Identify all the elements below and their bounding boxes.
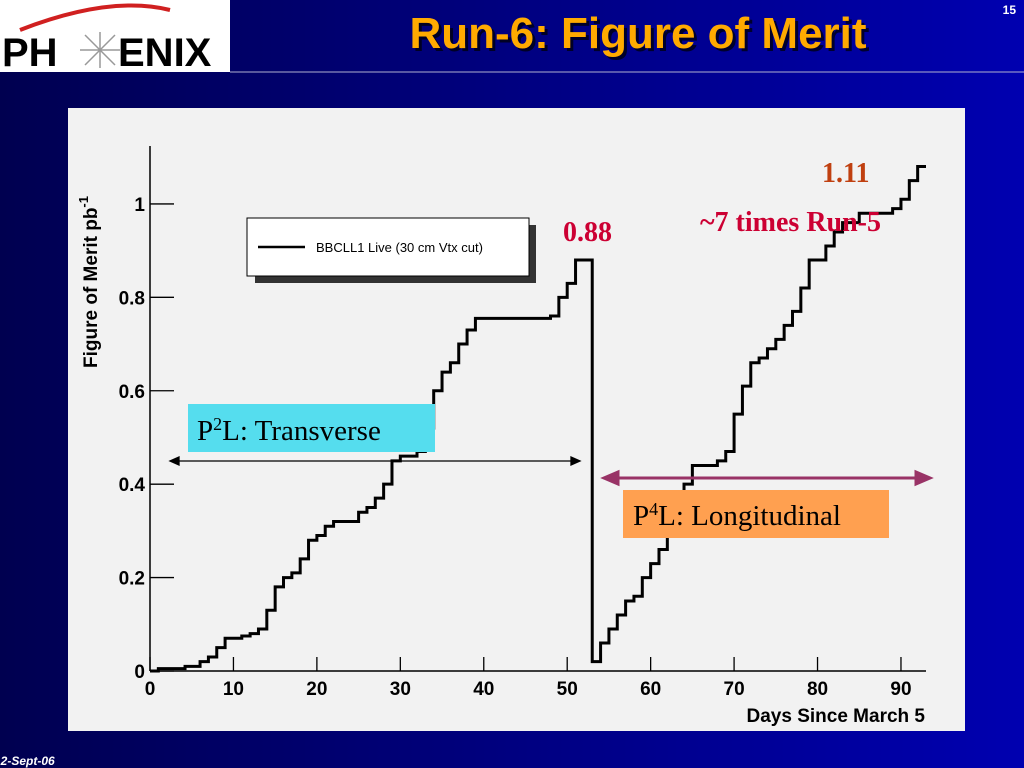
plot: 0 10 20 30 40 50 60 70 80 90 0 0.2 0.4 0.6 0.8 1 <box>119 165 926 700</box>
logo-left: PH <box>2 31 58 75</box>
y-axis-label: Figure of Merit pb-1 <box>76 196 102 368</box>
date: 12-Sept-06 <box>0 754 55 768</box>
longitudinal-pre: P <box>633 500 649 532</box>
transverse-label: P2L: Transverse <box>197 414 381 447</box>
logo-star <box>80 32 120 68</box>
ratio-annotation: ~7 times Run-5 <box>700 207 881 238</box>
title-shadow: Run-6: Figure of Merit <box>412 12 869 61</box>
transverse-arrow <box>168 455 582 467</box>
y-tick-label: 0 <box>134 662 145 683</box>
transverse-box <box>188 404 435 452</box>
longitudinal-arrow <box>600 469 934 487</box>
x-tick-label: 70 <box>724 679 745 700</box>
transverse-sup: 2 <box>213 414 222 434</box>
y-axis-label-text: Figure of Merit pb <box>81 208 102 368</box>
chart-title: Run-6: Figure of Merit <box>409 9 866 58</box>
x-tick-label: 80 <box>807 679 828 700</box>
x-axis-label: Days Since March 5 <box>747 706 926 727</box>
x-tick-label: 90 <box>890 679 911 700</box>
y-tick-label: 0.4 <box>119 475 146 496</box>
longitudinal-sup: 4 <box>649 499 658 519</box>
x-tick-label: 30 <box>390 679 411 700</box>
transverse-pre: P <box>197 415 213 447</box>
y-tick-label: 0.8 <box>119 288 145 309</box>
x-tick-label: 0 <box>145 679 156 700</box>
page-number: 15 <box>1003 3 1017 17</box>
series-line <box>150 165 926 673</box>
y-tick-label: 0.2 <box>119 569 145 590</box>
x-tick-label: 40 <box>473 679 494 700</box>
x-tick-label: 50 <box>557 679 578 700</box>
x-tick-label: 10 <box>223 679 244 700</box>
y-tick-label: 0.6 <box>119 382 145 403</box>
logo-arc <box>19 3 171 32</box>
transverse-post: L: Transverse <box>222 415 381 447</box>
longitudinal-label: P4L: Longitudinal <box>633 499 841 532</box>
longitudinal-post: L: Longitudinal <box>658 500 841 532</box>
final-annotation: 1.11 <box>822 158 869 189</box>
y-axis-label-sup: -1 <box>76 196 91 208</box>
legend-label: BBCLL1 Live (30 cm Vtx cut) <box>316 240 483 255</box>
longitudinal-box <box>623 490 889 538</box>
x-tick-label: 60 <box>640 679 661 700</box>
logo-right: ENIX <box>118 31 212 75</box>
x-tick-label: 20 <box>306 679 327 700</box>
y-tick-label: 1 <box>134 195 145 216</box>
peak-annotation: 0.88 <box>563 217 612 248</box>
